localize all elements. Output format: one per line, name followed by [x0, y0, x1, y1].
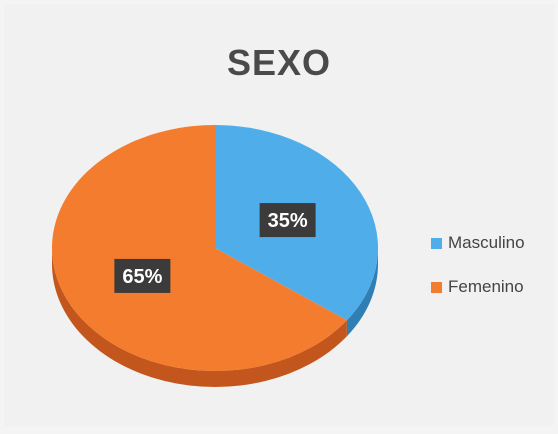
legend-swatch-femenino — [431, 281, 442, 293]
chart-title: SEXO — [226, 42, 332, 83]
legend-label-masculino: Masculino — [448, 233, 525, 252]
chart-area: SEXO 35% 65% Masculino Femenino — [4, 4, 554, 426]
legend: Masculino Femenino — [431, 232, 525, 320]
data-label-masculino: 35% — [268, 210, 308, 232]
legend-item-masculino: Masculino — [431, 232, 525, 254]
pie-side-masculino — [346, 248, 378, 337]
legend-label-femenino: Femenino — [448, 277, 524, 296]
data-label-box-masculino — [259, 203, 316, 238]
legend-swatch-masculino — [431, 237, 442, 249]
legend-item-femenino: Femenino — [431, 276, 525, 298]
pie-side-femenino — [52, 248, 347, 387]
pie-slice-femenino — [51, 125, 347, 372]
pie-chart: 35% 65% — [51, 125, 378, 387]
data-label-femenino: 65% — [122, 266, 162, 288]
data-label-box-femenino — [114, 258, 171, 293]
